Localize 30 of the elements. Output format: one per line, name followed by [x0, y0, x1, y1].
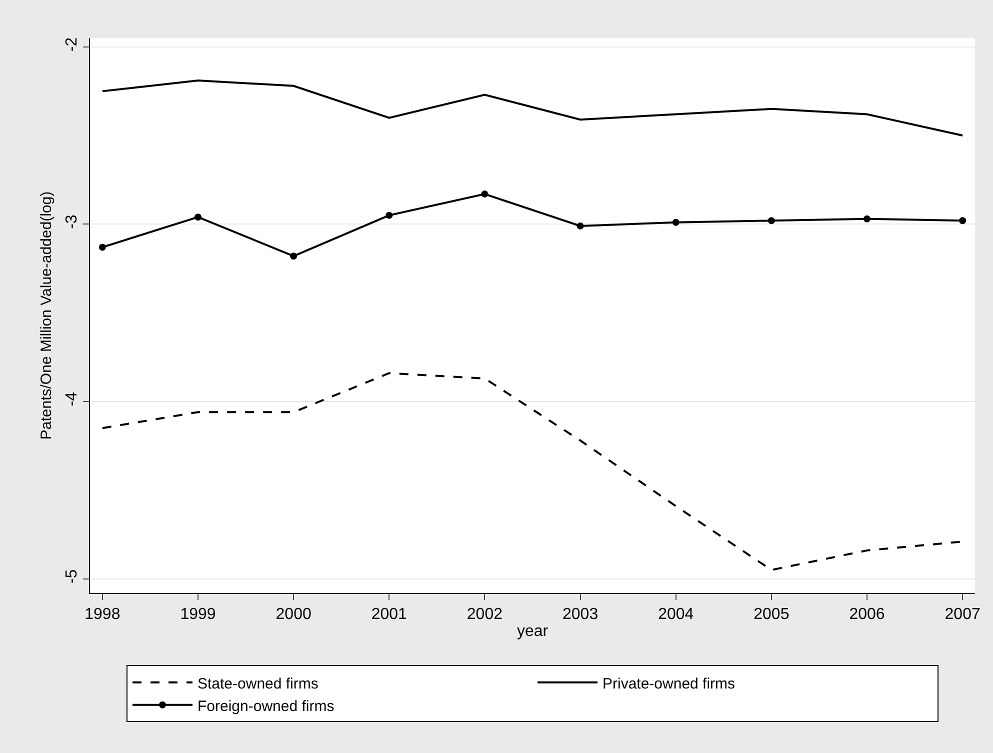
point — [768, 217, 775, 224]
y-tick-label: -4 — [64, 392, 81, 406]
point — [672, 218, 680, 226]
legend-label: State-owned firms — [198, 675, 318, 692]
point — [481, 190, 488, 198]
x-tick-label: 2007 — [944, 606, 980, 624]
x-tick-label: 1998 — [84, 606, 120, 624]
x-tick-label: 2003 — [562, 606, 598, 624]
y-tick-label: -2 — [64, 37, 81, 52]
legend-label: Foreign-owned firms — [198, 698, 334, 715]
x-tick-label: 2001 — [371, 606, 408, 624]
x-tick-label: 2004 — [658, 606, 694, 624]
x-tick-label: 2005 — [754, 606, 790, 624]
y-tick-label: -3 — [64, 214, 81, 229]
legend-label: Private-owned firms — [602, 675, 736, 692]
x-tick-label: 2000 — [276, 606, 312, 624]
x-tick-label: 2002 — [466, 606, 503, 624]
y-axis-title: Patents/One Million Value-added(log) — [38, 191, 55, 440]
line-series — [101, 80, 964, 137]
point — [98, 244, 106, 251]
x-axis-title: year — [516, 622, 549, 640]
point — [864, 215, 870, 222]
point — [290, 252, 298, 260]
point — [386, 212, 393, 219]
point — [576, 222, 584, 230]
point — [959, 217, 966, 224]
x-tick-label: 1999 — [180, 606, 216, 624]
point — [194, 214, 202, 221]
y-tick-label: -5 — [64, 569, 81, 584]
x-tick-label: 2006 — [849, 606, 885, 624]
